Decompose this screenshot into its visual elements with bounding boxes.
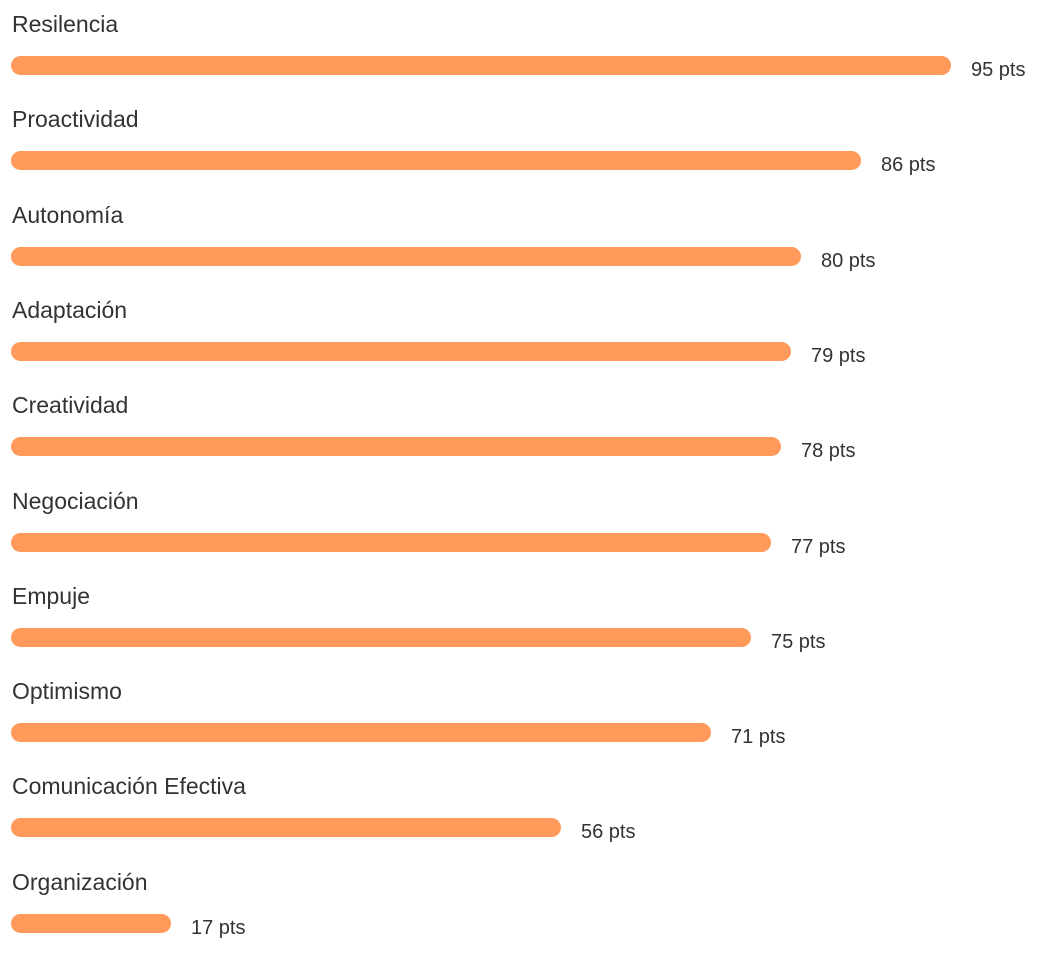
category-label: Adaptación (12, 296, 128, 323)
category-label: Optimismo (12, 678, 122, 705)
chart-row: Comunicación Efectiva 56 pts (0, 762, 1053, 857)
bar (11, 532, 771, 552)
value-label: 17 pts (191, 916, 246, 939)
bar (11, 437, 781, 457)
chart-row: Adaptación 79 pts (0, 286, 1053, 381)
chart-row: Resilencia 95 pts (0, 0, 1053, 95)
value-label: 71 pts (731, 726, 786, 749)
value-label: 78 pts (801, 440, 856, 463)
chart-row: Negociación 77 pts (0, 477, 1053, 572)
category-label: Proactividad (12, 106, 139, 133)
category-label: Comunicación Efectiva (12, 773, 246, 800)
category-label: Organización (12, 868, 148, 895)
chart-row: Proactividad 86 pts (0, 95, 1053, 190)
category-label: Autonomía (12, 201, 124, 228)
bar (11, 723, 711, 743)
value-label: 80 pts (821, 249, 876, 272)
bar (11, 913, 171, 933)
chart-row: Empuje 75 pts (0, 572, 1053, 667)
bar (11, 151, 861, 171)
value-label: 56 pts (581, 821, 636, 844)
value-label: 86 pts (881, 154, 936, 177)
category-label: Empuje (12, 582, 90, 609)
value-label: 79 pts (811, 344, 866, 367)
category-label: Negociación (12, 487, 139, 514)
value-label: 77 pts (791, 535, 846, 558)
bar (11, 627, 751, 647)
value-label: 75 pts (771, 630, 826, 653)
chart-row: Optimismo 71 pts (0, 667, 1053, 762)
category-label: Creatividad (12, 392, 129, 419)
chart-row: Creatividad 78 pts (0, 381, 1053, 476)
category-label: Resilencia (12, 11, 119, 37)
bar (11, 341, 791, 361)
bar (11, 246, 801, 266)
value-label: 95 pts (971, 59, 1026, 81)
bar (11, 818, 561, 838)
chart-row: Autonomía 80 pts (0, 191, 1053, 286)
bar (11, 56, 951, 75)
chart-row: Organización 17 pts (0, 858, 1053, 953)
